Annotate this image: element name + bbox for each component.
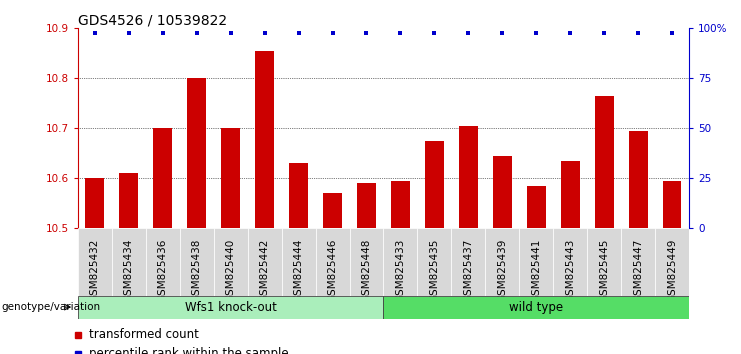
Text: GSM825433: GSM825433 [396, 239, 405, 302]
Bar [629, 131, 648, 228]
Text: GSM825432: GSM825432 [90, 239, 100, 302]
Text: GSM825448: GSM825448 [362, 239, 371, 302]
Bar [119, 173, 138, 228]
Text: GSM825443: GSM825443 [565, 239, 575, 302]
Text: wild type: wild type [509, 301, 563, 314]
Text: GSM825436: GSM825436 [158, 239, 167, 302]
FancyBboxPatch shape [554, 228, 587, 296]
Text: GSM825444: GSM825444 [293, 239, 304, 302]
FancyBboxPatch shape [451, 228, 485, 296]
FancyBboxPatch shape [587, 228, 621, 296]
Text: GSM825447: GSM825447 [634, 239, 643, 302]
Text: GSM825434: GSM825434 [124, 239, 133, 302]
FancyBboxPatch shape [350, 228, 384, 296]
Text: GSM825438: GSM825438 [192, 239, 202, 302]
Bar [187, 78, 206, 228]
Bar [493, 156, 512, 228]
FancyBboxPatch shape [655, 228, 689, 296]
Text: genotype/variation: genotype/variation [1, 302, 101, 312]
Text: GSM825435: GSM825435 [430, 239, 439, 302]
Bar [459, 126, 478, 228]
Bar [561, 161, 579, 228]
Text: GSM825440: GSM825440 [226, 239, 236, 302]
Bar [289, 163, 308, 228]
Bar [153, 129, 172, 228]
Bar [662, 181, 682, 228]
Text: GDS4526 / 10539822: GDS4526 / 10539822 [78, 13, 227, 27]
FancyBboxPatch shape [384, 296, 689, 319]
FancyBboxPatch shape [621, 228, 655, 296]
Text: percentile rank within the sample: percentile rank within the sample [89, 348, 288, 354]
Text: GSM825437: GSM825437 [463, 239, 473, 302]
Bar [595, 96, 614, 228]
Text: transformed count: transformed count [89, 328, 199, 341]
Bar [85, 178, 104, 228]
Bar [255, 51, 274, 228]
FancyBboxPatch shape [417, 228, 451, 296]
FancyBboxPatch shape [316, 228, 350, 296]
FancyBboxPatch shape [247, 228, 282, 296]
Bar [323, 193, 342, 228]
Bar [527, 186, 545, 228]
FancyBboxPatch shape [179, 228, 213, 296]
Text: GSM825441: GSM825441 [531, 239, 541, 302]
Text: GSM825449: GSM825449 [667, 239, 677, 302]
FancyBboxPatch shape [78, 296, 384, 319]
FancyBboxPatch shape [282, 228, 316, 296]
Text: GSM825445: GSM825445 [599, 239, 609, 302]
Text: Wfs1 knock-out: Wfs1 knock-out [185, 301, 276, 314]
Bar [425, 141, 444, 228]
FancyBboxPatch shape [112, 228, 146, 296]
FancyBboxPatch shape [384, 228, 417, 296]
Text: GSM825442: GSM825442 [259, 239, 270, 302]
FancyBboxPatch shape [213, 228, 247, 296]
FancyBboxPatch shape [78, 228, 112, 296]
Bar [222, 129, 240, 228]
Bar [357, 183, 376, 228]
Text: GSM825446: GSM825446 [328, 239, 337, 302]
FancyBboxPatch shape [146, 228, 179, 296]
FancyBboxPatch shape [485, 228, 519, 296]
Bar [391, 181, 410, 228]
FancyBboxPatch shape [519, 228, 554, 296]
Text: GSM825439: GSM825439 [497, 239, 508, 302]
